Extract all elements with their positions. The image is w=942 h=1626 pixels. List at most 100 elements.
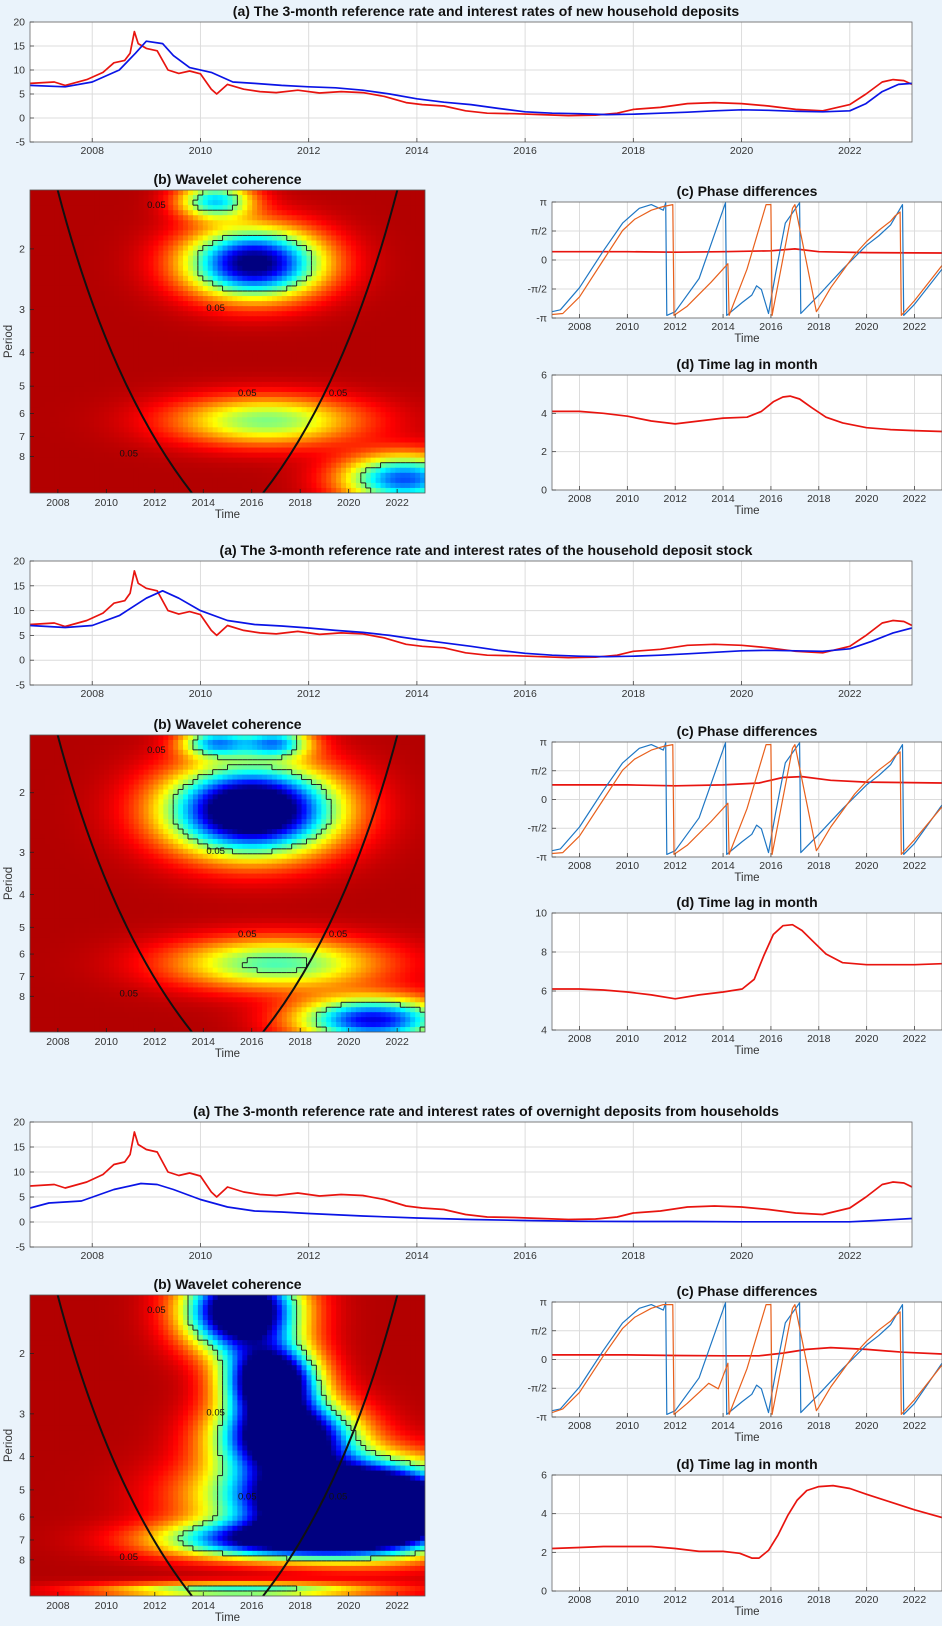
coherence-cell bbox=[385, 210, 392, 216]
coherence-cell bbox=[133, 477, 140, 484]
coherence-cell bbox=[242, 376, 248, 383]
coherence-cell bbox=[54, 336, 61, 343]
coherence-cell bbox=[316, 381, 322, 388]
coherence-cell bbox=[365, 487, 372, 493]
coherence-cell bbox=[197, 316, 204, 322]
coherence-cell bbox=[94, 427, 100, 433]
coherence-cell bbox=[212, 462, 219, 469]
coherence-cell bbox=[99, 331, 105, 338]
coherence-cell bbox=[104, 482, 110, 489]
coherence-cell bbox=[183, 260, 189, 267]
coherence-cell bbox=[276, 482, 283, 489]
coherence-cell bbox=[355, 392, 362, 398]
coherence-cell bbox=[89, 412, 95, 418]
coherence-cell bbox=[64, 417, 71, 423]
coherence-cell bbox=[178, 250, 184, 257]
coherence-cell bbox=[123, 280, 130, 287]
coherence-cell bbox=[281, 477, 288, 484]
coherence-cell bbox=[316, 220, 322, 226]
coherence-cell bbox=[94, 386, 100, 393]
coherence-cell bbox=[54, 200, 61, 206]
coherence-cell bbox=[197, 195, 204, 201]
coherence-cell bbox=[39, 321, 46, 327]
coherence-cell bbox=[158, 336, 164, 343]
coherence-cell bbox=[242, 195, 248, 201]
coherence-cell bbox=[242, 472, 248, 479]
coherence-cell bbox=[301, 437, 308, 444]
coherence-cell bbox=[237, 417, 243, 423]
coherence-cell bbox=[336, 427, 342, 433]
coherence-cell bbox=[415, 311, 421, 317]
coherence-cell bbox=[257, 260, 263, 267]
coherence-cell bbox=[350, 437, 357, 444]
coherence-cell bbox=[350, 291, 357, 297]
coherence-cell bbox=[237, 240, 243, 247]
coherence-cell bbox=[252, 275, 258, 282]
coherence-cell bbox=[104, 457, 110, 464]
coherence-cell bbox=[173, 255, 179, 262]
coherence-cell bbox=[163, 462, 169, 469]
coherence-cell bbox=[133, 371, 140, 378]
coherence-cell bbox=[296, 306, 303, 312]
coherence-cell bbox=[380, 280, 387, 287]
coherence-cell bbox=[252, 457, 258, 464]
coherence-cell bbox=[380, 301, 387, 307]
coherence-cell bbox=[173, 427, 179, 433]
coherence-cell bbox=[128, 467, 135, 474]
coherence-cell bbox=[143, 356, 150, 363]
coherence-cell bbox=[128, 331, 135, 338]
coherence-cell bbox=[64, 487, 71, 493]
coherence-cell bbox=[390, 407, 396, 413]
coherence-cell bbox=[336, 402, 342, 408]
coherence-cell bbox=[44, 437, 51, 444]
coherence-cell bbox=[365, 326, 372, 332]
coherence-cell bbox=[420, 200, 425, 206]
coherence-cell bbox=[267, 351, 273, 358]
coherence-cell bbox=[355, 285, 362, 292]
coherence-cell bbox=[153, 462, 159, 469]
coherence-cell bbox=[123, 346, 130, 353]
coherence-cell bbox=[415, 225, 421, 231]
coherence-cell bbox=[178, 397, 184, 403]
coherence-cell bbox=[173, 346, 179, 353]
coherence-cell bbox=[123, 452, 130, 459]
coherence-cell bbox=[94, 275, 100, 282]
coherence-cell bbox=[64, 462, 71, 469]
coherence-cell bbox=[128, 447, 135, 454]
coherence-cell bbox=[237, 291, 243, 297]
coherence-cell bbox=[207, 487, 214, 493]
coherence-cell bbox=[232, 275, 238, 282]
coherence-cell bbox=[84, 442, 90, 449]
coherence-cell bbox=[395, 437, 401, 444]
coherence-cell bbox=[242, 301, 248, 307]
coherence-cell bbox=[178, 472, 184, 479]
coherence-cell bbox=[252, 346, 258, 353]
coherence-cell bbox=[188, 447, 194, 454]
coherence-cell bbox=[212, 306, 219, 312]
coherence-cell bbox=[69, 482, 76, 489]
coherence-cell bbox=[59, 240, 66, 247]
coherence-cell bbox=[158, 356, 164, 363]
coherence-cell bbox=[286, 260, 293, 267]
coherence-cell bbox=[331, 275, 337, 282]
coherence-cell bbox=[128, 457, 135, 464]
coherence-cell bbox=[395, 326, 401, 332]
coherence-cell bbox=[128, 487, 135, 493]
coherence-cell bbox=[49, 265, 56, 272]
coherence-cell bbox=[390, 245, 396, 252]
coherence-cell bbox=[296, 361, 303, 368]
coherence-cell bbox=[271, 220, 278, 226]
coherence-cell bbox=[197, 265, 204, 272]
coherence-cell bbox=[405, 245, 411, 252]
coherence-cell bbox=[271, 457, 278, 464]
coherence-cell bbox=[148, 215, 155, 221]
coherence-cell bbox=[59, 376, 66, 383]
coherence-cell bbox=[271, 376, 278, 383]
coherence-cell bbox=[286, 376, 293, 383]
coherence-cell bbox=[346, 311, 352, 317]
coherence-cell bbox=[237, 321, 243, 327]
coherence-cell bbox=[59, 260, 66, 267]
coherence-cell bbox=[267, 311, 273, 317]
coherence-cell bbox=[227, 422, 234, 428]
coherence-cell bbox=[281, 392, 288, 398]
